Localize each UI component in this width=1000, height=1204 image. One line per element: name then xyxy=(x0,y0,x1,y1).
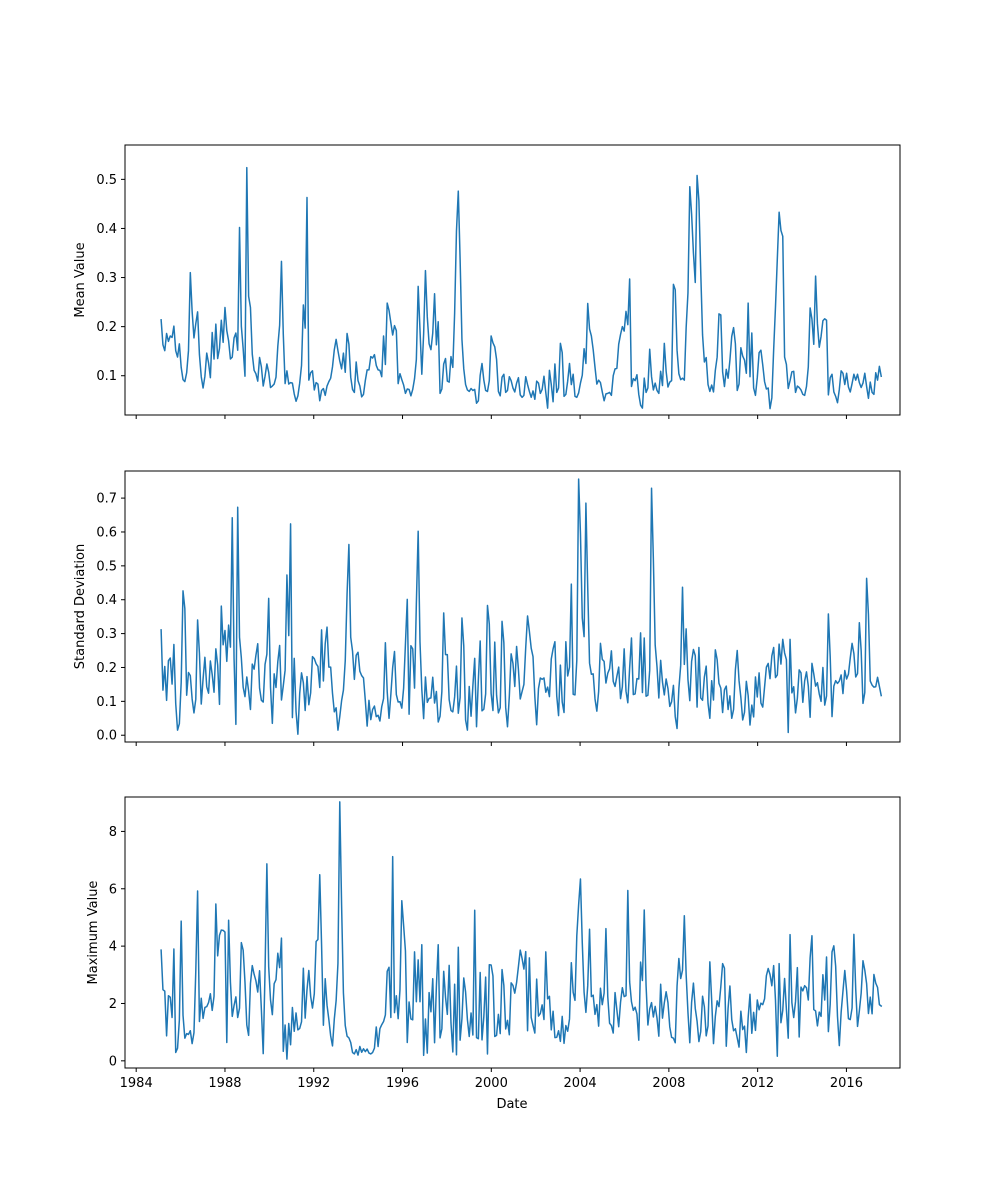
y-tick-label-panel-3: 0 xyxy=(109,1054,117,1069)
y-tick-label-panel-1: 0.2 xyxy=(96,320,117,335)
y-tick-label-panel-1: 0.3 xyxy=(96,271,117,286)
x-tick-label: 1984 xyxy=(120,1076,153,1091)
x-tick-label: 2000 xyxy=(475,1076,508,1091)
y-tick-label-panel-3: 2 xyxy=(109,997,117,1012)
y-axis-label-panel-1: Mean Value xyxy=(73,242,88,317)
series-line-panel-1 xyxy=(160,166,883,410)
panel-1: 0.1 0.2 0.3 0.4 0.5 Mean Value xyxy=(73,144,901,419)
y-tick-label-panel-3: 8 xyxy=(109,825,117,840)
y-tick-label-panel-2: 0.3 xyxy=(96,627,117,642)
y-tick-label-panel-1: 0.4 xyxy=(96,222,117,237)
y-tick-label-panel-2: 0.5 xyxy=(96,559,117,574)
x-tick-label: 2012 xyxy=(741,1076,774,1091)
x-tick-label: 2016 xyxy=(830,1076,863,1091)
y-tick-label-panel-2: 0.1 xyxy=(96,695,117,710)
y-tick-label-panel-1: 0.1 xyxy=(96,369,117,384)
y-tick-label-panel-2: 0.4 xyxy=(96,593,117,608)
series-line-panel-2 xyxy=(160,478,883,735)
panel-2: 0.0 0.1 0.2 0.3 0.4 0.5 0.6 0.7 Standard Deviati… xyxy=(73,470,901,746)
axes-frame-panel-2 xyxy=(124,470,901,743)
x-tick-label: 1996 xyxy=(386,1076,419,1091)
series-line-panel-3 xyxy=(160,801,883,1060)
y-tick-label-panel-2: 0.6 xyxy=(96,525,117,540)
y-tick-label-panel-3: 4 xyxy=(109,940,117,955)
x-tick-label: 2008 xyxy=(652,1076,685,1091)
x-axis-label: Date xyxy=(496,1097,527,1112)
y-axis-label-panel-3: Maximum Value xyxy=(86,881,101,985)
x-tick-label: 1992 xyxy=(297,1076,330,1091)
y-tick-label-panel-2: 0.0 xyxy=(96,729,117,744)
y-tick-label-panel-2: 0.7 xyxy=(96,492,117,507)
axes-frame-panel-3 xyxy=(124,796,901,1069)
y-tick-label-panel-2: 0.2 xyxy=(96,661,117,676)
axes-frame-panel-1 xyxy=(124,144,901,416)
y-axis-label-panel-2: Standard Deviation xyxy=(73,544,88,669)
y-tick-label-panel-3: 6 xyxy=(109,882,117,897)
panels-group: 0.1 0.2 0.3 0.4 0.5 Mean Value 0.0 0.1 0.2 0.3 0.4… xyxy=(73,144,901,1091)
x-tick-label: 1988 xyxy=(208,1076,241,1091)
panel-3: 0 2 4 6 8 Maximum Value 1984 1988 1992 1996 2000 20… xyxy=(86,796,901,1091)
x-tick-label: 2004 xyxy=(564,1076,597,1091)
y-tick-label-panel-1: 0.5 xyxy=(96,173,117,188)
